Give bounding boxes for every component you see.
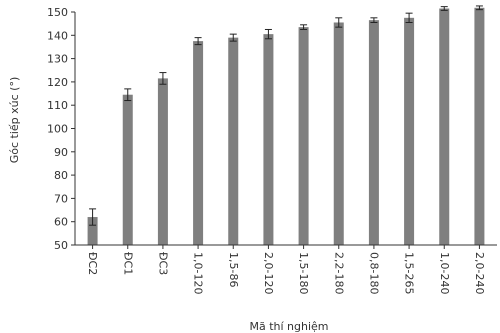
x-ticks-layer: ĐC2 ĐC1 ĐC3 1,0-120 1,5-86 2,0-120 1,5-180 2,2-… [86, 252, 486, 294]
bar-7 [298, 27, 309, 245]
bar-3 [157, 78, 168, 245]
x-tick-label-1: ĐC2 [86, 252, 99, 275]
y-tick-label-140: 140 [47, 29, 68, 42]
x-tick-label-3: ĐC3 [156, 252, 169, 275]
x-tick-label-2: ĐC1 [121, 252, 134, 275]
y-tick-label-150: 150 [47, 6, 68, 19]
x-tick-label-6: 2,0-120 [262, 252, 275, 294]
y-tick-label-80: 80 [54, 169, 68, 182]
y-tick-label-110: 110 [47, 99, 68, 112]
y-tick-label-100: 100 [47, 123, 68, 136]
x-tick-label-8: 2,2-180 [332, 252, 345, 294]
axes-layer [71, 11, 497, 249]
bar-2 [122, 94, 133, 245]
x-tick-label-9: 0,8-180 [367, 252, 380, 294]
x-tick-label-5: 1,5-86 [227, 252, 240, 287]
y-tick-label-120: 120 [47, 76, 68, 89]
bar-1 [87, 217, 98, 245]
bar-11 [439, 8, 450, 245]
bar-12 [474, 7, 485, 245]
bar-5 [228, 37, 239, 245]
y-tick-label-50: 50 [54, 239, 68, 252]
x-axis-title: Mã thí nghiệm [249, 320, 328, 333]
error-bars-layer [89, 5, 483, 226]
bar-8 [333, 22, 344, 245]
y-axis-title: Góc tiếp xúc (°) [8, 77, 21, 164]
x-tick-label-4: 1,0-120 [192, 252, 205, 294]
x-tick-label-10: 1,5-265 [403, 252, 416, 294]
x-tick-label-12: 2,0-240 [473, 252, 486, 294]
bar-10 [404, 17, 415, 246]
bars-layer [87, 7, 485, 246]
x-tick-label-11: 1,0-240 [438, 252, 451, 294]
bar-9 [368, 20, 379, 246]
bar-6 [263, 34, 274, 246]
y-tick-label-90: 90 [54, 146, 68, 159]
y-tick-label-70: 70 [54, 192, 68, 205]
y-ticks-layer: 50 60 70 80 90 100 110 120 130 140 150 [47, 6, 68, 252]
bar-4 [193, 41, 204, 245]
y-tick-label-60: 60 [54, 216, 68, 229]
x-tick-label-7: 1,5-180 [297, 252, 310, 294]
y-tick-label-130: 130 [47, 53, 68, 66]
